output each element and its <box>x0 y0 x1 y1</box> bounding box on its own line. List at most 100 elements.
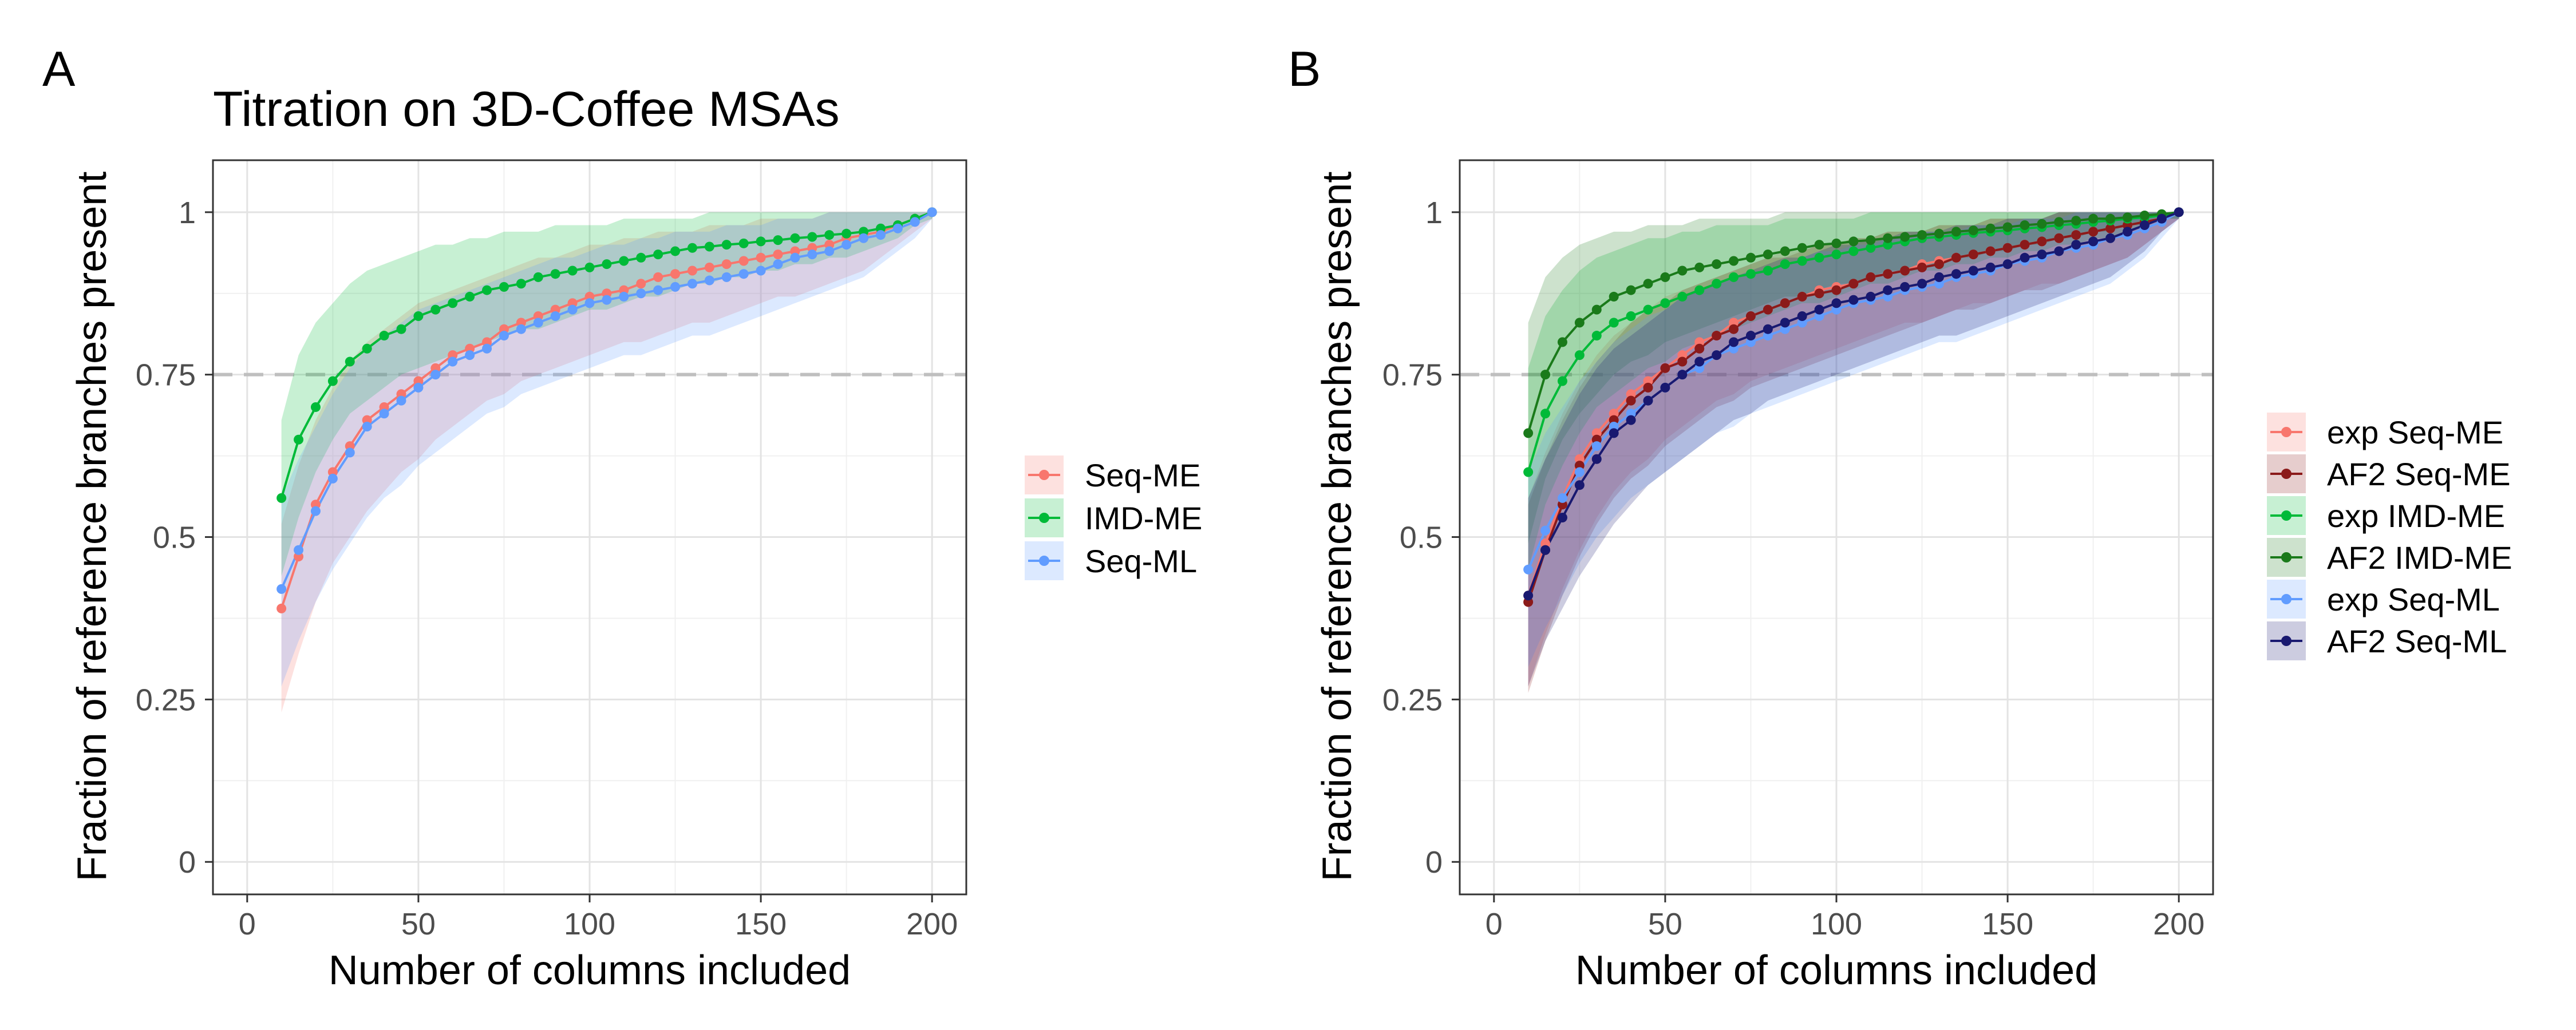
point-seq-me <box>721 259 732 270</box>
point-af2-seq-me <box>1797 291 1807 302</box>
panel-a-xlabel: Number of columns included <box>329 948 851 993</box>
point-imd-me <box>773 235 783 245</box>
point-af2-seq-ml <box>1660 382 1670 393</box>
point-af2-seq-me <box>1814 288 1824 299</box>
point-af2-seq-ml <box>2139 220 2150 231</box>
point-exp-imd-me <box>1866 243 1876 253</box>
x-tick-label: 200 <box>906 907 958 941</box>
point-af2-imd-me <box>1985 223 1996 233</box>
legend-label: AF2 IMD-ME <box>2327 540 2512 576</box>
point-af2-seq-ml <box>1523 591 1534 601</box>
point-af2-imd-me <box>1814 240 1824 250</box>
point-af2-seq-me <box>1848 279 1859 289</box>
point-exp-imd-me <box>1626 311 1636 321</box>
point-imd-me <box>362 343 372 354</box>
point-af2-imd-me <box>1694 262 1705 272</box>
y-tick-label: 0.75 <box>1382 358 1443 393</box>
panel-b: B Fraction of reference branches present… <box>1288 42 2512 993</box>
legend-item-exp-seq-ml: exp Seq-ML <box>2267 580 2500 619</box>
point-seq-ml <box>327 473 338 484</box>
point-imd-me <box>276 493 287 503</box>
point-af2-seq-me <box>2020 240 2030 250</box>
point-af2-imd-me <box>2020 220 2030 231</box>
panel-a-series-points <box>276 207 937 613</box>
legend-item-seq-ml: Seq-ML <box>1025 541 1197 580</box>
point-af2-seq-ml <box>1745 331 1756 341</box>
point-af2-seq-ml <box>1591 454 1602 464</box>
point-af2-seq-me <box>2002 243 2013 253</box>
legend-key-point <box>2281 427 2291 437</box>
legend-key-point <box>2281 469 2291 479</box>
point-af2-imd-me <box>1557 337 1567 347</box>
point-af2-seq-me <box>1917 262 1927 272</box>
point-af2-seq-me <box>1643 382 1653 393</box>
panel-a-title: Titration on 3D-Coffee MSAs <box>213 82 840 137</box>
panel-b-ylabel: Fraction of reference branches present <box>1314 172 1360 882</box>
point-af2-seq-ml <box>1574 480 1585 490</box>
point-imd-me <box>790 233 800 243</box>
point-imd-me <box>602 259 612 270</box>
point-exp-imd-me <box>1797 256 1807 266</box>
point-af2-seq-ml <box>1694 356 1705 367</box>
point-af2-imd-me <box>2002 222 2013 232</box>
point-af2-seq-ml <box>2122 227 2132 237</box>
point-seq-ml <box>584 298 595 308</box>
point-af2-seq-me <box>1729 324 1739 334</box>
point-af2-imd-me <box>1574 318 1585 328</box>
point-af2-imd-me <box>1900 232 1910 242</box>
point-imd-me <box>653 249 663 260</box>
band-imd-me <box>281 212 933 576</box>
point-imd-me <box>670 246 681 256</box>
point-af2-seq-ml <box>1643 395 1653 406</box>
legend-item-exp-seq-me: exp Seq-ME <box>2267 413 2503 451</box>
point-af2-seq-me <box>1780 298 1790 308</box>
point-imd-me <box>448 298 458 308</box>
point-af2-imd-me <box>1763 249 1773 260</box>
point-seq-ml <box>550 311 560 321</box>
point-seq-me <box>636 279 646 289</box>
point-seq-ml <box>294 545 304 555</box>
point-seq-me <box>276 603 287 613</box>
y-tick-label: 0.25 <box>1382 683 1443 717</box>
point-seq-ml <box>756 266 766 276</box>
y-tick-label: 0.5 <box>153 521 196 555</box>
point-seq-ml <box>465 350 475 360</box>
point-seq-ml <box>345 447 355 458</box>
point-seq-ml <box>636 288 646 299</box>
point-af2-seq-ml <box>1951 269 1961 279</box>
point-af2-imd-me <box>2105 213 2116 224</box>
point-seq-ml <box>653 285 663 295</box>
point-seq-ml <box>430 370 441 380</box>
point-seq-ml <box>567 304 578 315</box>
legend-key-point <box>2281 552 2291 562</box>
point-seq-ml <box>790 252 800 263</box>
band-seq-me <box>281 212 933 713</box>
point-af2-seq-ml <box>1557 512 1567 522</box>
x-tick-label: 50 <box>1648 907 1682 941</box>
point-af2-seq-ml <box>1626 415 1636 425</box>
point-imd-me <box>499 282 509 292</box>
point-exp-imd-me <box>1780 259 1790 270</box>
panel-b-series-points <box>1523 207 2184 607</box>
legend-item-af2-seq-me: AF2 Seq-ME <box>2267 454 2511 493</box>
point-af2-seq-me <box>1985 246 1996 256</box>
legend-key-point <box>1039 470 1049 480</box>
point-af2-imd-me <box>1626 285 1636 295</box>
x-tick-label: 150 <box>1982 907 2033 941</box>
point-af2-imd-me <box>2037 219 2047 229</box>
point-imd-me <box>824 230 835 240</box>
point-af2-seq-ml <box>1831 298 1842 308</box>
point-imd-me <box>550 269 560 279</box>
point-imd-me <box>567 266 578 276</box>
point-seq-me <box>773 249 783 260</box>
point-af2-seq-ml <box>2105 233 2116 243</box>
point-imd-me <box>327 376 338 386</box>
legend-label: exp Seq-ML <box>2327 581 2500 617</box>
point-af2-imd-me <box>1643 279 1653 289</box>
point-af2-seq-ml <box>1968 266 1978 276</box>
point-af2-imd-me <box>1917 230 1927 240</box>
point-exp-imd-me <box>1763 266 1773 276</box>
point-imd-me <box>482 285 492 295</box>
point-exp-imd-me <box>1609 318 1619 328</box>
x-tick-label: 200 <box>2153 907 2204 941</box>
